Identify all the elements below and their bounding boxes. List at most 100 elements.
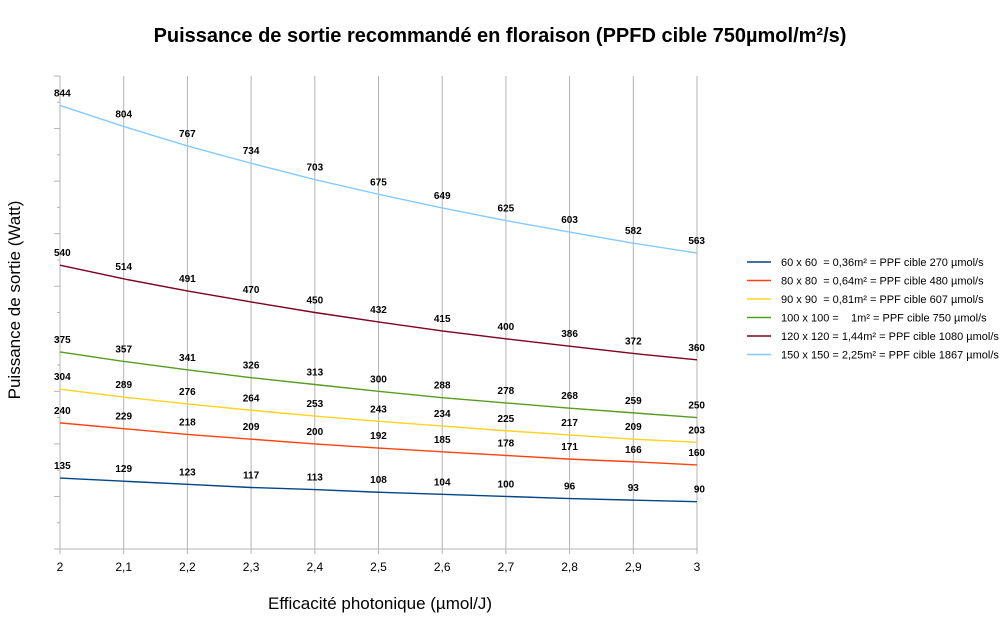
data-label: 625 <box>498 204 515 215</box>
data-label: 113 <box>307 473 324 484</box>
legend-item: 150 x 150 = 2,25m² = PPF cible 1867 µmol… <box>747 350 999 362</box>
data-label: 400 <box>498 322 515 333</box>
data-label: 203 <box>688 425 705 436</box>
legend: 60 x 60 = 0,36m² = PPF cible 270 µmol/s 8… <box>747 257 999 362</box>
data-label: 160 <box>688 448 705 459</box>
data-label: 563 <box>688 236 705 247</box>
data-label: 123 <box>179 467 196 478</box>
data-label: 253 <box>306 399 323 410</box>
data-label: 166 <box>625 445 642 456</box>
x-tick-label: 2,5 <box>370 560 387 574</box>
data-label: 491 <box>179 274 196 285</box>
x-tick-label: 2 <box>57 560 64 574</box>
data-label: 703 <box>306 163 323 174</box>
data-label: 104 <box>434 477 451 488</box>
series-line-5 <box>59 264 698 361</box>
series-line-2 <box>59 422 698 466</box>
data-label: 218 <box>179 417 196 428</box>
grid <box>123 76 698 549</box>
data-label: 470 <box>243 285 260 296</box>
x-tick-label: 2,4 <box>306 560 323 574</box>
data-label: 100 <box>498 479 515 490</box>
data-label: 209 <box>625 422 642 433</box>
legend-item: 120 x 120 = 1,44m² = PPF cible 1080 µmol… <box>747 331 999 343</box>
series-line-1 <box>59 477 698 503</box>
data-label: 341 <box>179 353 196 364</box>
x-axis-title: Efficacité photonique (µmol/J) <box>268 594 492 613</box>
data-label: 288 <box>434 381 451 392</box>
data-label: 178 <box>498 438 515 449</box>
x-tick-label: 2,9 <box>625 560 642 574</box>
data-label: 217 <box>561 418 578 429</box>
legend-item: 60 x 60 = 0,36m² = PPF cible 270 µmol/s <box>747 257 984 269</box>
series-line-4 <box>59 351 698 419</box>
data-label: 767 <box>179 129 196 140</box>
data-label: 225 <box>498 414 515 425</box>
data-label: 200 <box>306 427 323 438</box>
data-label: 135 <box>54 461 71 472</box>
data-label: 734 <box>243 146 260 157</box>
data-label: 360 <box>688 343 705 354</box>
x-tick-label: 3 <box>694 560 701 574</box>
legend-item: 80 x 80 = 0,64m² = PPF cible 480 µmol/s <box>747 276 984 288</box>
x-tick-labels: 2 2,1 2,2 2,3 2,4 2,5 2,6 2,7 2,8 2,9 3 <box>57 560 701 574</box>
data-label: 372 <box>625 336 642 347</box>
legend-label: 60 x 60 = 0,36m² = PPF cible 270 µmol/s <box>781 257 984 269</box>
data-label: 229 <box>115 412 132 423</box>
legend-item: 90 x 90 = 0,81m² = PPF cible 607 µmol/s <box>747 294 984 306</box>
series-line-6 <box>59 104 698 254</box>
data-label: 603 <box>561 215 578 226</box>
data-label: 171 <box>561 442 578 453</box>
data-label: 209 <box>243 422 260 433</box>
data-label: 96 <box>564 482 576 493</box>
data-label: 375 <box>54 335 71 346</box>
series-group <box>59 104 698 503</box>
data-label: 844 <box>54 88 71 99</box>
data-label: 129 <box>115 464 132 475</box>
data-label: 432 <box>370 305 387 316</box>
x-tick-label: 2,8 <box>561 560 578 574</box>
x-tick-label: 2,2 <box>179 560 196 574</box>
data-label: 289 <box>115 380 132 391</box>
x-tick-label: 2,3 <box>243 560 260 574</box>
x-tick-label: 2,6 <box>434 560 451 574</box>
data-label: 278 <box>498 386 515 397</box>
series-line-3 <box>59 388 698 444</box>
data-label: 804 <box>115 109 132 120</box>
data-label: 90 <box>694 485 706 496</box>
data-label: 540 <box>54 248 71 259</box>
data-label: 243 <box>370 404 387 415</box>
data-label: 185 <box>434 435 451 446</box>
data-label: 582 <box>625 226 642 237</box>
data-label: 93 <box>628 483 640 494</box>
legend-label: 150 x 150 = 2,25m² = PPF cible 1867 µmol… <box>781 350 999 362</box>
data-labels: 135 129 123 117 113 108 104 100 96 93 90 240 229 218 2… <box>54 88 705 495</box>
data-label: 192 <box>370 431 387 442</box>
legend-label: 80 x 80 = 0,64m² = PPF cible 480 µmol/s <box>781 276 984 288</box>
data-label: 300 <box>370 374 387 385</box>
legend-label: 100 x 100 = 1m² = PPF cible 750 µmol/s <box>781 313 987 325</box>
data-label: 326 <box>243 361 260 372</box>
chart-title: Puissance de sortie recommandé en florai… <box>154 25 847 47</box>
data-label: 304 <box>54 372 71 383</box>
data-label: 117 <box>243 471 260 482</box>
data-label: 514 <box>115 262 132 273</box>
x-tick-label: 2,1 <box>115 560 132 574</box>
data-label: 675 <box>370 177 387 188</box>
x-tick-label: 2,7 <box>498 560 515 574</box>
data-label: 234 <box>434 409 451 420</box>
data-label: 250 <box>688 401 705 412</box>
axes <box>54 75 698 554</box>
data-label: 276 <box>179 387 196 398</box>
data-label: 108 <box>370 475 387 486</box>
data-label: 240 <box>54 406 71 417</box>
data-label: 450 <box>306 296 323 307</box>
data-label: 649 <box>434 191 451 202</box>
y-axis-title: Puissance de sortie (Watt) <box>5 201 24 400</box>
data-label: 264 <box>243 393 260 404</box>
data-label: 415 <box>434 314 451 325</box>
data-label: 268 <box>561 391 578 402</box>
data-label: 259 <box>625 396 642 407</box>
data-label: 357 <box>115 344 132 355</box>
